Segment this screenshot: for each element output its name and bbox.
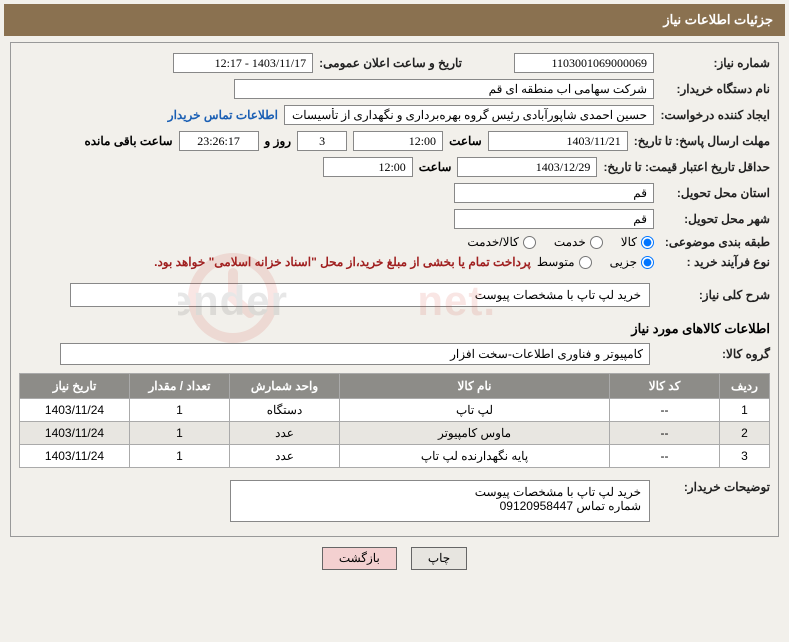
requester-field xyxy=(284,105,654,125)
overall-desc-label: شرح کلی نیاز: xyxy=(660,288,770,302)
table-cell: ماوس کامپیوتر xyxy=(340,422,610,445)
deadline-time-field xyxy=(353,131,443,151)
form-panel: AriaTender .net شماره نیاز: تاریخ و ساعت… xyxy=(10,42,779,537)
cat-goods-option[interactable]: کالا xyxy=(621,235,654,249)
need-no-field xyxy=(514,53,654,73)
table-cell: عدد xyxy=(230,422,340,445)
days-remaining-field xyxy=(297,131,347,151)
valid-until-label: حداقل تاریخ اعتبار قیمت: تا تاریخ: xyxy=(603,160,770,174)
proc-partial-radio[interactable] xyxy=(641,256,654,269)
th-code: کد کالا xyxy=(610,374,720,399)
page-title: جزئیات اطلاعات نیاز xyxy=(663,12,773,27)
table-cell: 1403/11/24 xyxy=(20,445,130,468)
th-unit: واحد شمارش xyxy=(230,374,340,399)
table-row: 2--ماوس کامپیوترعدد11403/11/24 xyxy=(20,422,770,445)
remaining-suffix: ساعت باقی مانده xyxy=(84,134,172,148)
cat-goods-service-label: کالا/خدمت xyxy=(467,235,518,249)
table-cell: 1403/11/24 xyxy=(20,399,130,422)
proc-note: پرداخت تمام یا بخشی از مبلغ خرید،از محل … xyxy=(154,255,531,269)
table-cell: -- xyxy=(610,445,720,468)
cat-goods-radio[interactable] xyxy=(641,236,654,249)
cat-service-label: خدمت xyxy=(554,235,586,249)
table-cell: 2 xyxy=(720,422,770,445)
province-label: استان محل تحویل: xyxy=(660,186,770,200)
table-cell: 3 xyxy=(720,445,770,468)
action-buttons: چاپ بازگشت xyxy=(4,547,785,570)
table-cell: دستگاه xyxy=(230,399,340,422)
time-label-1: ساعت xyxy=(449,134,482,148)
cat-goods-label: کالا xyxy=(621,235,637,249)
announce-label: تاریخ و ساعت اعلان عمومی: xyxy=(319,56,462,70)
hours-remaining-field xyxy=(179,131,259,151)
back-button[interactable]: بازگشت xyxy=(322,547,397,570)
th-row: ردیف xyxy=(720,374,770,399)
table-cell: 1 xyxy=(130,445,230,468)
subject-cat-label: طبقه بندی موضوعی: xyxy=(660,235,770,249)
buyer-notes-label: توضیحات خریدار: xyxy=(660,480,770,494)
th-qty: تعداد / مقدار xyxy=(130,374,230,399)
cat-goods-service-option[interactable]: کالا/خدمت xyxy=(467,235,535,249)
buyer-org-label: نام دستگاه خریدار: xyxy=(660,82,770,96)
buyer-notes-box: خرید لپ تاپ با مشخصات پیوست شماره تماس 0… xyxy=(230,480,650,522)
need-no-label: شماره نیاز: xyxy=(660,56,770,70)
table-cell: 1 xyxy=(130,422,230,445)
table-cell: پایه نگهدارنده لپ تاپ xyxy=(340,445,610,468)
goods-group-label: گروه کالا: xyxy=(660,347,770,361)
th-name: نام کالا xyxy=(340,374,610,399)
time-label-2: ساعت xyxy=(419,160,452,174)
table-row: 3--پایه نگهدارنده لپ تاپعدد11403/11/24 xyxy=(20,445,770,468)
overall-desc-box: خرید لپ تاپ با مشخصات پیوست xyxy=(70,283,650,307)
days-suffix: روز و xyxy=(265,134,292,148)
table-row: 1--لپ تاپدستگاه11403/11/24 xyxy=(20,399,770,422)
proc-partial-label: جزیی xyxy=(610,255,637,269)
table-cell: عدد xyxy=(230,445,340,468)
valid-time-field xyxy=(323,157,413,177)
proc-medium-option[interactable]: متوسط xyxy=(537,255,592,269)
cat-goods-service-radio[interactable] xyxy=(523,236,536,249)
proc-type-label: نوع فرآیند خرید : xyxy=(660,255,770,269)
city-label: شهر محل تحویل: xyxy=(660,212,770,226)
proc-medium-label: متوسط xyxy=(537,255,575,269)
announce-field xyxy=(173,53,313,73)
proc-type-group: جزیی متوسط xyxy=(537,255,654,269)
print-button[interactable]: چاپ xyxy=(411,547,467,570)
th-date: تاریخ نیاز xyxy=(20,374,130,399)
buyer-notes-line1: خرید لپ تاپ با مشخصات پیوست xyxy=(239,485,641,499)
city-field xyxy=(454,209,654,229)
goods-group-text: کامپیوتر و فناوری اطلاعات-سخت افزار xyxy=(450,347,643,361)
buyer-contact-link[interactable]: اطلاعات تماس خریدار xyxy=(168,108,278,122)
deadline-label: مهلت ارسال پاسخ: تا تاریخ: xyxy=(634,134,770,148)
goods-table: ردیف کد کالا نام کالا واحد شمارش تعداد /… xyxy=(19,373,770,468)
buyer-notes-line2: شماره تماس 09120958447 xyxy=(239,499,641,513)
overall-desc-text: خرید لپ تاپ با مشخصات پیوست xyxy=(475,288,641,302)
goods-info-title: اطلاعات کالاهای مورد نیاز xyxy=(19,321,770,337)
page-header: جزئیات اطلاعات نیاز xyxy=(4,4,785,36)
valid-date-field xyxy=(457,157,597,177)
table-cell: 1403/11/24 xyxy=(20,422,130,445)
deadline-date-field xyxy=(488,131,628,151)
province-field xyxy=(454,183,654,203)
cat-service-option[interactable]: خدمت xyxy=(554,235,603,249)
subject-cat-group: کالا خدمت کالا/خدمت xyxy=(467,235,654,249)
table-cell: لپ تاپ xyxy=(340,399,610,422)
requester-label: ایجاد کننده درخواست: xyxy=(660,108,770,122)
proc-medium-radio[interactable] xyxy=(579,256,592,269)
goods-group-box: کامپیوتر و فناوری اطلاعات-سخت افزار xyxy=(60,343,650,365)
cat-service-radio[interactable] xyxy=(590,236,603,249)
table-cell: 1 xyxy=(720,399,770,422)
table-cell: -- xyxy=(610,422,720,445)
table-cell: 1 xyxy=(130,399,230,422)
buyer-org-field xyxy=(234,79,654,99)
proc-partial-option[interactable]: جزیی xyxy=(610,255,654,269)
table-cell: -- xyxy=(610,399,720,422)
